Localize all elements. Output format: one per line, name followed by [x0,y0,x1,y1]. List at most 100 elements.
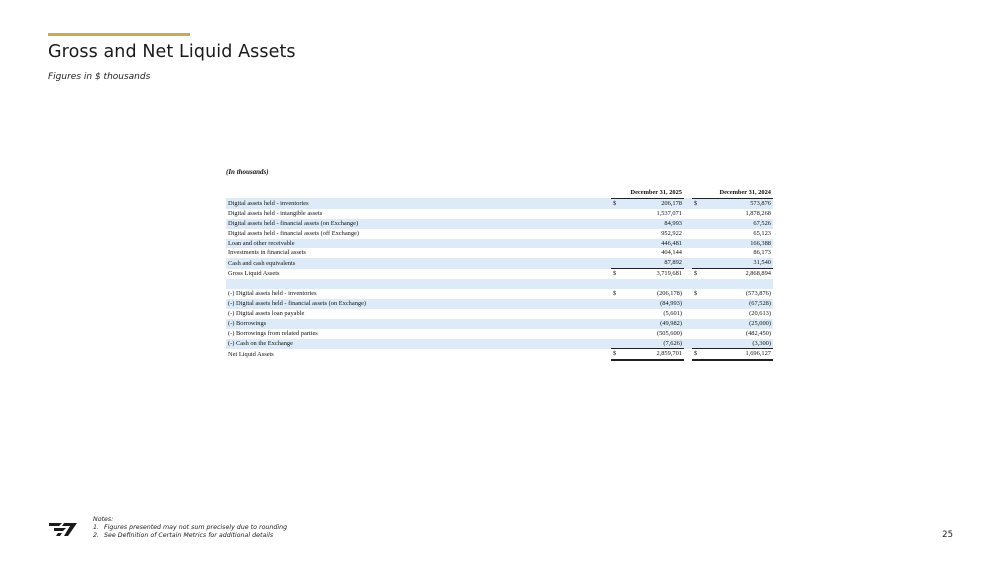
value-2025: 404,144 [661,249,682,257]
currency-symbol [692,329,706,339]
currency-symbol [611,279,625,290]
notes-title: Notes: [93,516,114,523]
column-gap [684,298,692,309]
table-row: Digital assets held - intangible assets 1… [226,209,773,219]
row-label: Investments in financial assets [228,249,306,257]
row-label: (-) Borrowings [226,318,611,329]
currency-symbol [692,218,706,229]
currency-symbol: $ [613,290,617,298]
row-label: Gross Liquid Assets [228,270,280,277]
table-row: (-) Borrowings from related parties (505,… [226,329,773,339]
column-gap [684,209,692,219]
currency-symbol [611,318,625,329]
value-2025: 206,178 [625,198,684,209]
value-2024: 1,696,127 [706,348,773,362]
note-number: 2. [93,532,100,539]
company-logo-icon [49,523,77,536]
table-row: (-) Digital assets held - financial asse… [226,298,773,309]
table-row: Loan and other receivable 446,481 166,388 [226,238,773,249]
currency-symbol [611,298,625,309]
note-item: 1. Figures presented may not sum precise… [93,524,287,532]
column-gap [684,269,692,279]
row-label: (-) Digital assets held - inventories [228,290,317,298]
value-2024: (25,000) [706,318,773,329]
column-gap [684,338,692,349]
value-2024: (482,450) [745,329,771,337]
row-label: Digital assets held - financial assets (… [226,218,611,229]
value-2025: 1,537,071 [656,209,682,217]
value-2024: (573,876) [745,290,771,298]
page-subtitle: Figures in $ thousands [48,72,151,82]
currency-symbol [611,218,625,229]
table-row: Net Liquid Assets $2,859,701 $1,696,127 [226,348,773,362]
table-row: (-) Digital assets held - inventories $ (2… [226,289,773,299]
page-title: Gross and Net Liquid Assets [48,42,296,62]
footnotes: Notes: 1. Figures presented may not sum … [93,516,287,540]
value-2024: (3,300) [706,338,773,349]
units-label: (In thousands) [226,168,269,176]
row-label: (-) Digital assets held - financial asse… [226,298,611,309]
currency-symbol [692,318,706,329]
column-gap [684,279,692,290]
table-row: Digital assets held - financial assets (… [226,218,773,229]
value-2025: (206,178) [656,290,682,298]
value-2024: 86,173 [753,249,771,257]
financial-table-container: (In thousands) December 31, 2025 Decembe… [226,168,773,362]
value-2024: 166,388 [706,238,773,249]
value-2024: (67,528) [706,298,773,309]
row-label: Digital assets held - intangible assets [228,209,323,217]
row-label: Digital assets held - financial assets (… [228,229,360,237]
table-row: (-) Borrowings (49,982) (25,000) [226,318,773,329]
value-2025: 2,859,701 [625,348,684,362]
currency-symbol [611,238,625,249]
row-label: (-) Cash on the Exchange [226,338,611,349]
currency-symbol [611,229,625,239]
row-label: Digital assets held - inventories [226,198,611,209]
value-2025: 87,892 [625,258,684,269]
currency-symbol [611,209,625,219]
currency-symbol [692,248,706,258]
value-2025: (49,982) [625,318,684,329]
note-number: 1. [93,524,100,531]
column-gap [684,258,692,269]
value-2024: 1,878,268 [745,209,771,217]
note-item: 2. See Definition of Certain Metrics for… [93,532,287,540]
page-number: 25 [942,530,953,540]
currency-symbol [611,248,625,258]
note-text: See Definition of Certain Metrics for ad… [104,532,274,539]
currency-symbol: $ [611,348,625,362]
column-gap [684,309,692,319]
table-row: (-) Digital assets loan payable (5,601) (2… [226,309,773,319]
row-label: Net Liquid Assets [228,350,274,358]
currency-symbol [692,258,706,269]
table-row: Investments in financial assets 404,144 86… [226,248,773,258]
header-label-cell [226,188,611,198]
header-gap-cell [684,188,692,198]
value-2024: 67,526 [706,218,773,229]
currency-symbol: $ [692,268,706,280]
currency-symbol [692,279,706,290]
row-label: Loan and other receivable [226,238,611,249]
value-2025: (84,993) [625,298,684,309]
table-row [226,279,773,290]
value-2024 [706,279,773,290]
value-2024: 31,540 [706,258,773,269]
currency-symbol: $ [692,348,706,362]
currency-symbol [692,338,706,349]
row-label: (-) Digital assets loan payable [228,309,305,317]
column-gap [684,218,692,229]
table-row: Gross Liquid Assets $3,719,681 $2,868,894 [226,268,773,280]
liquid-assets-table: December 31, 2025 December 31, 2024 Digi… [226,188,773,362]
currency-symbol [611,329,625,339]
column-gap [684,238,692,249]
value-2024: 573,876 [706,198,773,209]
column-gap [684,289,692,299]
value-2025: 3,719,681 [625,268,684,280]
column-header: December 31, 2024 [692,188,773,199]
currency-symbol [692,238,706,249]
value-2025 [625,279,684,290]
row-label: (-) Borrowings from related parties [228,329,318,337]
column-gap [684,248,692,258]
column-header: December 31, 2025 [611,188,684,199]
value-2025: 952,922 [661,229,682,237]
